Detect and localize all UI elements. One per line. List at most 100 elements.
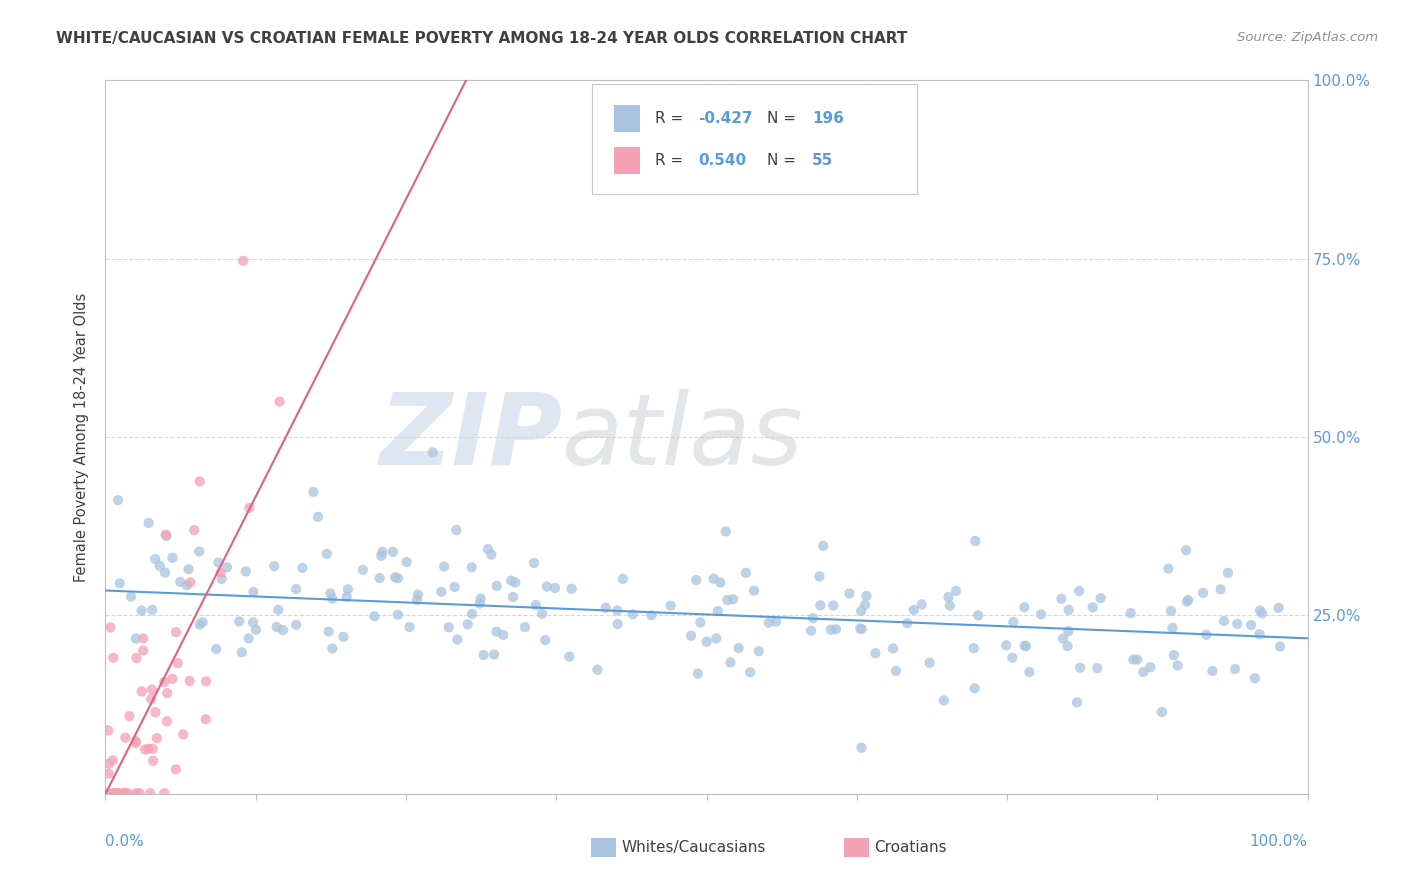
Point bbox=[128, 786, 150, 800]
Point bbox=[381, 545, 404, 559]
Point bbox=[179, 575, 201, 590]
Point bbox=[406, 593, 429, 607]
Text: R =: R = bbox=[655, 153, 688, 169]
Point bbox=[1085, 661, 1108, 675]
Point bbox=[302, 485, 325, 500]
Point bbox=[370, 549, 392, 563]
Point bbox=[461, 560, 484, 574]
Point bbox=[995, 638, 1018, 652]
Point bbox=[1057, 603, 1080, 617]
Point bbox=[1052, 632, 1074, 646]
Point bbox=[125, 734, 148, 748]
Point bbox=[131, 604, 153, 618]
Point bbox=[124, 736, 146, 750]
Point bbox=[482, 648, 505, 662]
Point bbox=[446, 632, 468, 647]
Point bbox=[1050, 591, 1073, 606]
Point bbox=[336, 582, 359, 597]
Point bbox=[938, 590, 960, 604]
Point bbox=[1212, 614, 1234, 628]
Point bbox=[707, 604, 730, 618]
Point bbox=[103, 650, 125, 665]
Text: R =: R = bbox=[655, 111, 688, 126]
Point bbox=[165, 762, 187, 776]
Point bbox=[97, 723, 120, 738]
Point bbox=[1069, 584, 1091, 599]
Point bbox=[217, 560, 239, 574]
Point bbox=[238, 500, 260, 515]
Text: 0.540: 0.540 bbox=[699, 153, 747, 169]
Point bbox=[1002, 615, 1025, 629]
Point bbox=[720, 656, 742, 670]
Point bbox=[156, 714, 179, 729]
Point bbox=[531, 607, 554, 621]
Point bbox=[141, 682, 163, 697]
Point bbox=[606, 603, 628, 617]
Point bbox=[136, 741, 159, 756]
Point bbox=[965, 533, 987, 548]
Point bbox=[141, 692, 163, 706]
Point bbox=[100, 620, 122, 634]
Point bbox=[118, 709, 141, 723]
Point bbox=[430, 584, 453, 599]
Point bbox=[443, 580, 465, 594]
Point bbox=[1223, 662, 1246, 676]
Point bbox=[659, 599, 682, 613]
Point bbox=[801, 611, 824, 625]
Point bbox=[612, 572, 634, 586]
Point bbox=[1249, 627, 1271, 641]
Point bbox=[1177, 593, 1199, 607]
Point bbox=[967, 608, 990, 623]
Point bbox=[884, 664, 907, 678]
Point bbox=[398, 620, 420, 634]
Point bbox=[176, 578, 198, 592]
Point bbox=[1195, 628, 1218, 642]
Point bbox=[1244, 671, 1267, 685]
Text: atlas: atlas bbox=[562, 389, 804, 485]
Point bbox=[207, 556, 229, 570]
Point bbox=[457, 617, 479, 632]
Point bbox=[142, 741, 165, 756]
Point bbox=[1240, 618, 1263, 632]
Point bbox=[266, 620, 288, 634]
Point bbox=[101, 753, 124, 767]
Point bbox=[851, 622, 873, 636]
Point bbox=[141, 603, 163, 617]
Point bbox=[194, 712, 217, 726]
Point bbox=[939, 599, 962, 613]
Point bbox=[1139, 660, 1161, 674]
Point bbox=[433, 559, 456, 574]
Point bbox=[232, 253, 254, 268]
Point bbox=[1122, 652, 1144, 666]
Point bbox=[882, 641, 904, 656]
Point bbox=[142, 754, 165, 768]
Point bbox=[114, 786, 136, 800]
Point bbox=[679, 629, 702, 643]
Point bbox=[387, 607, 409, 622]
Point bbox=[716, 593, 738, 607]
Point bbox=[384, 570, 406, 584]
Point bbox=[188, 617, 211, 632]
Point bbox=[1031, 607, 1053, 622]
Point bbox=[1119, 606, 1142, 620]
Point bbox=[823, 599, 845, 613]
Point bbox=[855, 589, 877, 603]
Point bbox=[179, 673, 201, 688]
Point bbox=[534, 633, 557, 648]
Point bbox=[211, 572, 233, 586]
Point bbox=[319, 586, 342, 600]
Point bbox=[96, 786, 118, 800]
Point bbox=[1150, 705, 1173, 719]
Point bbox=[1163, 648, 1185, 662]
Point bbox=[734, 566, 756, 580]
Point bbox=[1069, 661, 1091, 675]
Point bbox=[112, 786, 135, 800]
Point bbox=[406, 588, 429, 602]
Point bbox=[1249, 604, 1271, 618]
Point bbox=[125, 651, 148, 665]
Point bbox=[477, 542, 499, 557]
Point bbox=[352, 563, 374, 577]
Point bbox=[1001, 650, 1024, 665]
Point bbox=[1090, 591, 1112, 606]
Point bbox=[505, 575, 527, 590]
